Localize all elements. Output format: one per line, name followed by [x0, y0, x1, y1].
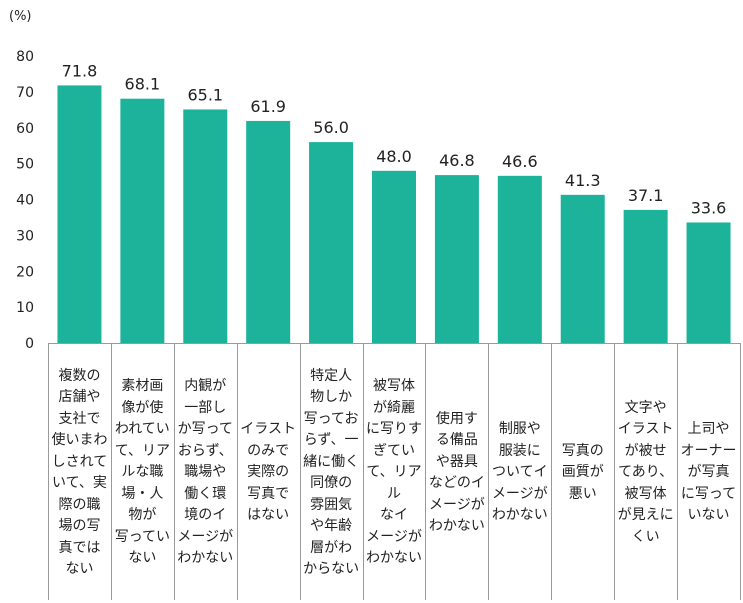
bar	[57, 85, 102, 343]
bar-value-label: 41.3	[565, 171, 601, 190]
bar	[120, 98, 165, 343]
bar	[309, 142, 354, 343]
category-label: 特定人 物しか 写ってお らず、一 緒に働く 同僚の 雰囲気 や年齢 層がわ か…	[303, 367, 360, 578]
bar	[623, 209, 668, 343]
y-unit-label: (%)	[9, 9, 32, 24]
value-labels: 71.8 68.1 65.1 61.9 56.0 48.0 46.8 46.6 41.3 37.1…	[62, 61, 727, 217]
bar-value-label: 48.0	[376, 147, 412, 166]
y-tick-label: 60	[16, 121, 34, 137]
bar	[686, 222, 731, 343]
category-label: イラスト のみで 実際の 写真で はない	[240, 421, 297, 524]
category-label: 素材画 像が使 われてい て、リア ルな職 場・人 物が 写ってい ない	[114, 378, 171, 567]
bar-value-label: 65.1	[187, 85, 223, 104]
bar-value-label: 71.8	[62, 61, 98, 80]
bar-value-label: 46.6	[502, 152, 538, 171]
bar-value-label: 68.1	[125, 75, 161, 94]
category-label: 内観が 一部し か写って おらず、 職場や 働く環 境のイ メージが わかない	[177, 378, 234, 567]
y-tick-label: 70	[16, 85, 34, 101]
bar	[246, 120, 291, 343]
bar-value-label: 33.6	[691, 198, 727, 217]
bar	[434, 175, 479, 343]
bar-value-label: 61.9	[250, 97, 286, 116]
category-label: 使用す る備品 や器具 などのイ メージが わかない	[428, 410, 485, 535]
y-tick-label: 10	[16, 300, 34, 316]
category-label: 写真の 画質が 悪い	[561, 442, 604, 502]
bars	[57, 85, 731, 343]
bar	[372, 170, 416, 343]
bar	[183, 109, 228, 343]
y-tick-label: 20	[16, 264, 34, 280]
category-label: 被写体 が綺麗 に写りす ぎてい て、リアル なイ メージが わかない	[365, 378, 422, 567]
y-tick-label: 30	[16, 228, 34, 244]
y-tick-label: 50	[16, 157, 34, 173]
category-label: 制服や 服装に ついてイ メージが わかない	[491, 421, 548, 524]
category-label: 複数の 店舗や 支社で 使いまわ しされて いて、実 際の職 場の写 真では な…	[51, 367, 108, 578]
bar-value-label: 56.0	[313, 118, 349, 137]
y-tick-label: 0	[25, 336, 34, 352]
y-tick-label: 80	[16, 49, 34, 65]
bar-value-label: 46.8	[439, 151, 475, 170]
y-tick-label: 40	[16, 193, 34, 209]
axes: 0 10 20 30 40 50 60 70 80	[16, 49, 741, 600]
bar	[497, 175, 542, 343]
bar-value-label: 37.1	[628, 186, 664, 205]
category-label: 上司や オーナー が写真 に写って いない	[680, 421, 737, 524]
bar	[560, 194, 605, 343]
category-label: 文字や イラスト が被せ てあり、 被写体 が見えに くい	[617, 399, 674, 545]
